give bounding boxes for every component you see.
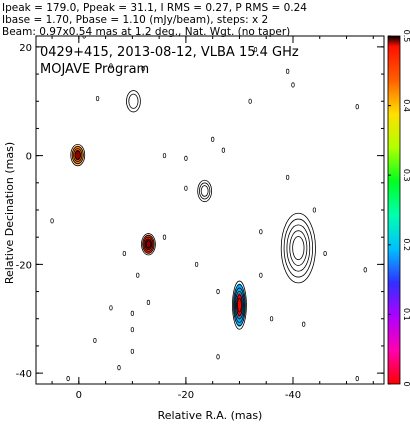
noise-contour [355, 376, 359, 382]
noise-contour [117, 365, 121, 371]
colorbar-tick-label: 0.1 [402, 308, 410, 321]
x-tick-label: -40 [285, 390, 301, 401]
contour-level [144, 238, 153, 251]
x-axis-label: Relative R.A. (mas) [158, 409, 263, 422]
noise-contour [184, 185, 188, 191]
noise-contour [302, 321, 306, 327]
noise-contour [253, 47, 258, 53]
colorbar-tick-label: 0.5 [402, 30, 410, 43]
noise-contour [285, 174, 290, 180]
noise-contour [194, 261, 199, 267]
y-tick-label: 0 [26, 152, 32, 163]
noise-contour [162, 153, 167, 159]
contour-level [126, 90, 141, 113]
contour-layer [50, 36, 367, 382]
header-line-1: Ipeak = 179.0, Ppeak = 31.1, I RMS = 0.2… [2, 2, 307, 14]
contour-level [73, 148, 83, 162]
contour-level [292, 236, 305, 261]
chart-title-line-2: MOJAVE Program [40, 62, 149, 77]
colorbar-tick-label: 0.3 [402, 169, 410, 182]
contour-level [199, 182, 211, 200]
noise-contour [162, 234, 167, 240]
contour-level [234, 287, 245, 323]
contour-level [197, 179, 213, 203]
contour-level [236, 294, 243, 316]
contour-level [71, 146, 84, 165]
noise-contour [82, 36, 86, 39]
contour-level [280, 212, 316, 284]
noise-contour [109, 305, 113, 311]
colorbar-tick-label: 0.4 [402, 99, 410, 112]
noise-contour [355, 104, 359, 110]
contour-level [145, 240, 152, 249]
noise-contour [50, 218, 54, 224]
contour-level [70, 143, 86, 167]
noise-contour [130, 310, 135, 316]
contour-level [200, 185, 209, 197]
colorbar-tick-label: 0 [402, 381, 410, 386]
noise-contour [95, 95, 100, 102]
noise-contour [93, 337, 97, 344]
contour-level [237, 297, 242, 313]
noise-contour [66, 376, 70, 382]
noise-contour [323, 250, 327, 257]
noise-contour [130, 348, 135, 354]
x-tick-label: 0 [76, 390, 82, 401]
axis-ticks: 0 -20 -40 20 0 -20 -40 [16, 36, 384, 401]
noise-contour [184, 155, 188, 161]
noise-contour [211, 136, 215, 142]
noise-contour [109, 63, 113, 69]
contour-level [128, 93, 139, 109]
contour-level [232, 280, 247, 330]
noise-contour [136, 272, 140, 278]
noise-contour [216, 289, 220, 295]
noise-contour [269, 316, 274, 322]
contour-level [286, 224, 311, 272]
noise-contour [259, 272, 263, 278]
noise-contour [291, 82, 295, 88]
contour-level [143, 236, 154, 252]
noise-contour [248, 98, 252, 104]
x-tick-label: -20 [178, 390, 194, 401]
colorbar [387, 35, 401, 385]
y-tick-label: 20 [19, 43, 32, 54]
plot-frame [35, 35, 385, 385]
contour-level [142, 234, 155, 254]
noise-contour [312, 207, 317, 213]
noise-contour [130, 327, 135, 333]
header-line-3: Beam: 0.97x0.54 mas at 1.2 deg., Nat. Wg… [2, 26, 290, 38]
noise-contour [285, 68, 290, 74]
contour-level [235, 290, 244, 320]
contour-level [141, 233, 156, 256]
component-peak [74, 149, 81, 161]
contour-level [289, 230, 308, 266]
noise-contour [146, 299, 151, 305]
noise-contour [363, 267, 367, 273]
contour-level [283, 218, 314, 278]
colorbar-ticks: 0 0.1 0.2 0.3 0.4 0.5 [388, 30, 410, 387]
header-line-2: Ibase = 1.70, Pbase = 1.10 (mJy/beam), s… [2, 14, 268, 26]
noise-contour [259, 229, 263, 235]
chart-title-line-1: 0429+415, 2013-08-12, VLBA 15.4 GHz [40, 45, 299, 60]
noise-contour [141, 66, 145, 72]
y-axis-label: Relative Decination (mas) [3, 142, 16, 284]
noise-contour [122, 250, 126, 257]
y-tick-label: -20 [16, 260, 32, 271]
contour-level [233, 284, 246, 327]
noise-contour [221, 147, 226, 153]
noise-contour [216, 354, 220, 360]
contour-level [74, 150, 81, 160]
y-tick-label: -40 [16, 369, 32, 380]
colorbar-tick-label: 0.2 [402, 238, 410, 251]
